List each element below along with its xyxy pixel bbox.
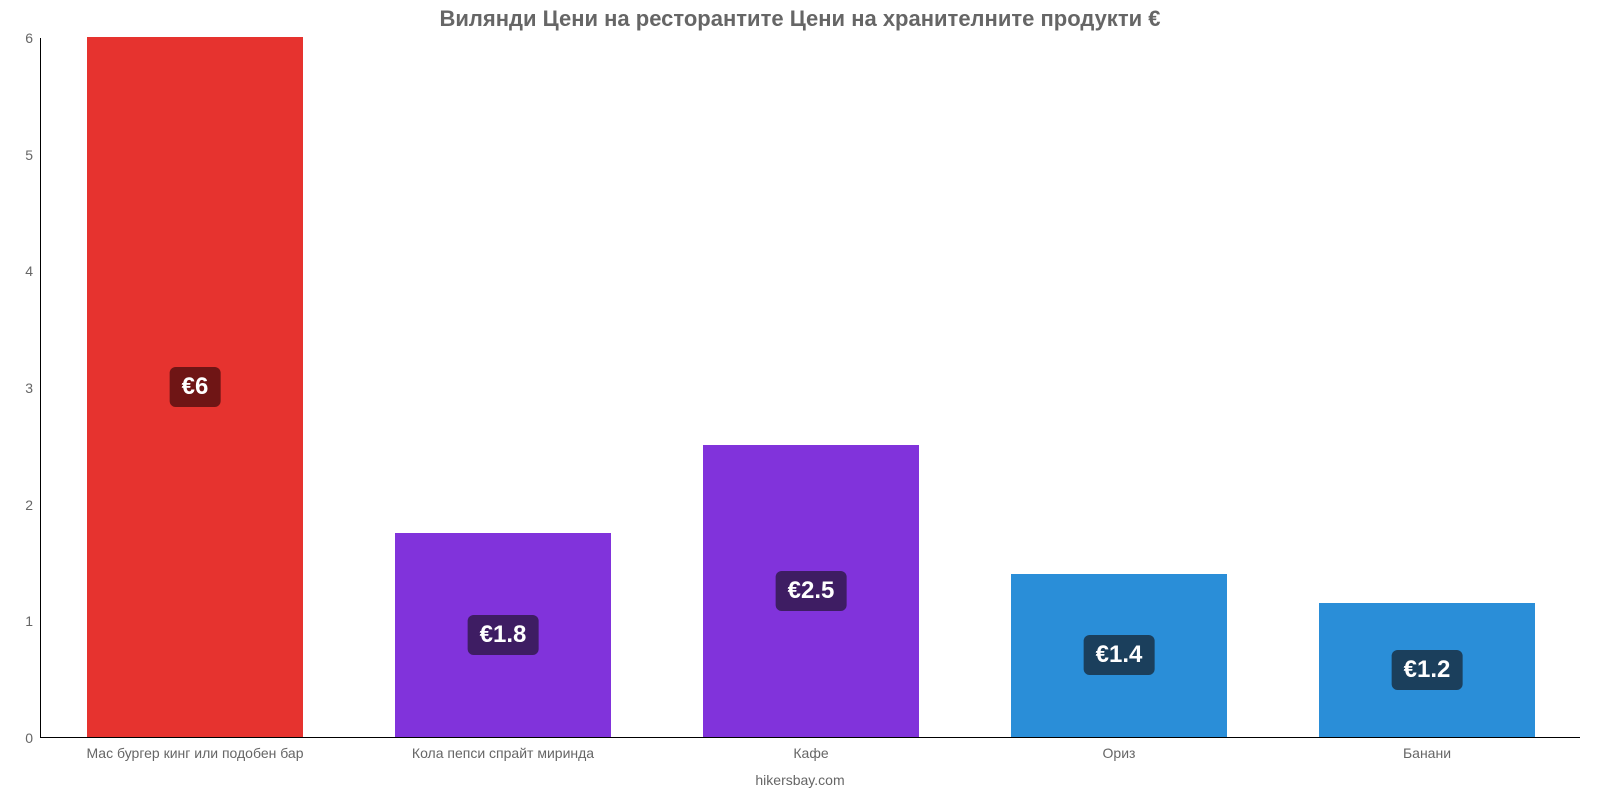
x-tick-label: Кафе <box>793 737 828 761</box>
x-tick-label: Кола пепси спрайт миринда <box>412 737 594 761</box>
y-tick-label: 3 <box>25 380 41 396</box>
y-tick-label: 5 <box>25 147 41 163</box>
chart-title: Вилянди Цени на ресторантите Цени на хра… <box>0 6 1600 32</box>
value-badge: €1.4 <box>1084 635 1155 675</box>
x-tick-label: Мас бургер кинг или подобен бар <box>86 737 303 761</box>
bar: €6 <box>87 37 303 737</box>
bar: €2.5 <box>703 445 919 737</box>
x-tick-label: Банани <box>1403 737 1451 761</box>
value-badge: €6 <box>170 367 221 407</box>
plot-area: €6€1.8€2.5€1.4€1.2 0123456Мас бургер кин… <box>40 38 1580 738</box>
bars-container: €6 €1.8 €2.5 €1.4 €1.2 <box>41 38 1580 737</box>
value-badge: €2.5 <box>776 571 847 611</box>
y-tick-label: 1 <box>25 613 41 629</box>
attribution-text: hikersbay.com <box>0 772 1600 788</box>
bar: €1.8 <box>395 533 611 737</box>
x-tick-label: Ориз <box>1103 737 1136 761</box>
value-badge: €1.8 <box>468 615 539 655</box>
y-tick-label: 4 <box>25 263 41 279</box>
bar: €1.2 <box>1319 603 1535 737</box>
y-tick-label: 6 <box>25 30 41 46</box>
price-bar-chart: Вилянди Цени на ресторантите Цени на хра… <box>0 0 1600 800</box>
y-tick-label: 0 <box>25 730 41 746</box>
y-tick-label: 2 <box>25 497 41 513</box>
bar: €1.4 <box>1011 574 1227 737</box>
value-badge: €1.2 <box>1392 650 1463 690</box>
